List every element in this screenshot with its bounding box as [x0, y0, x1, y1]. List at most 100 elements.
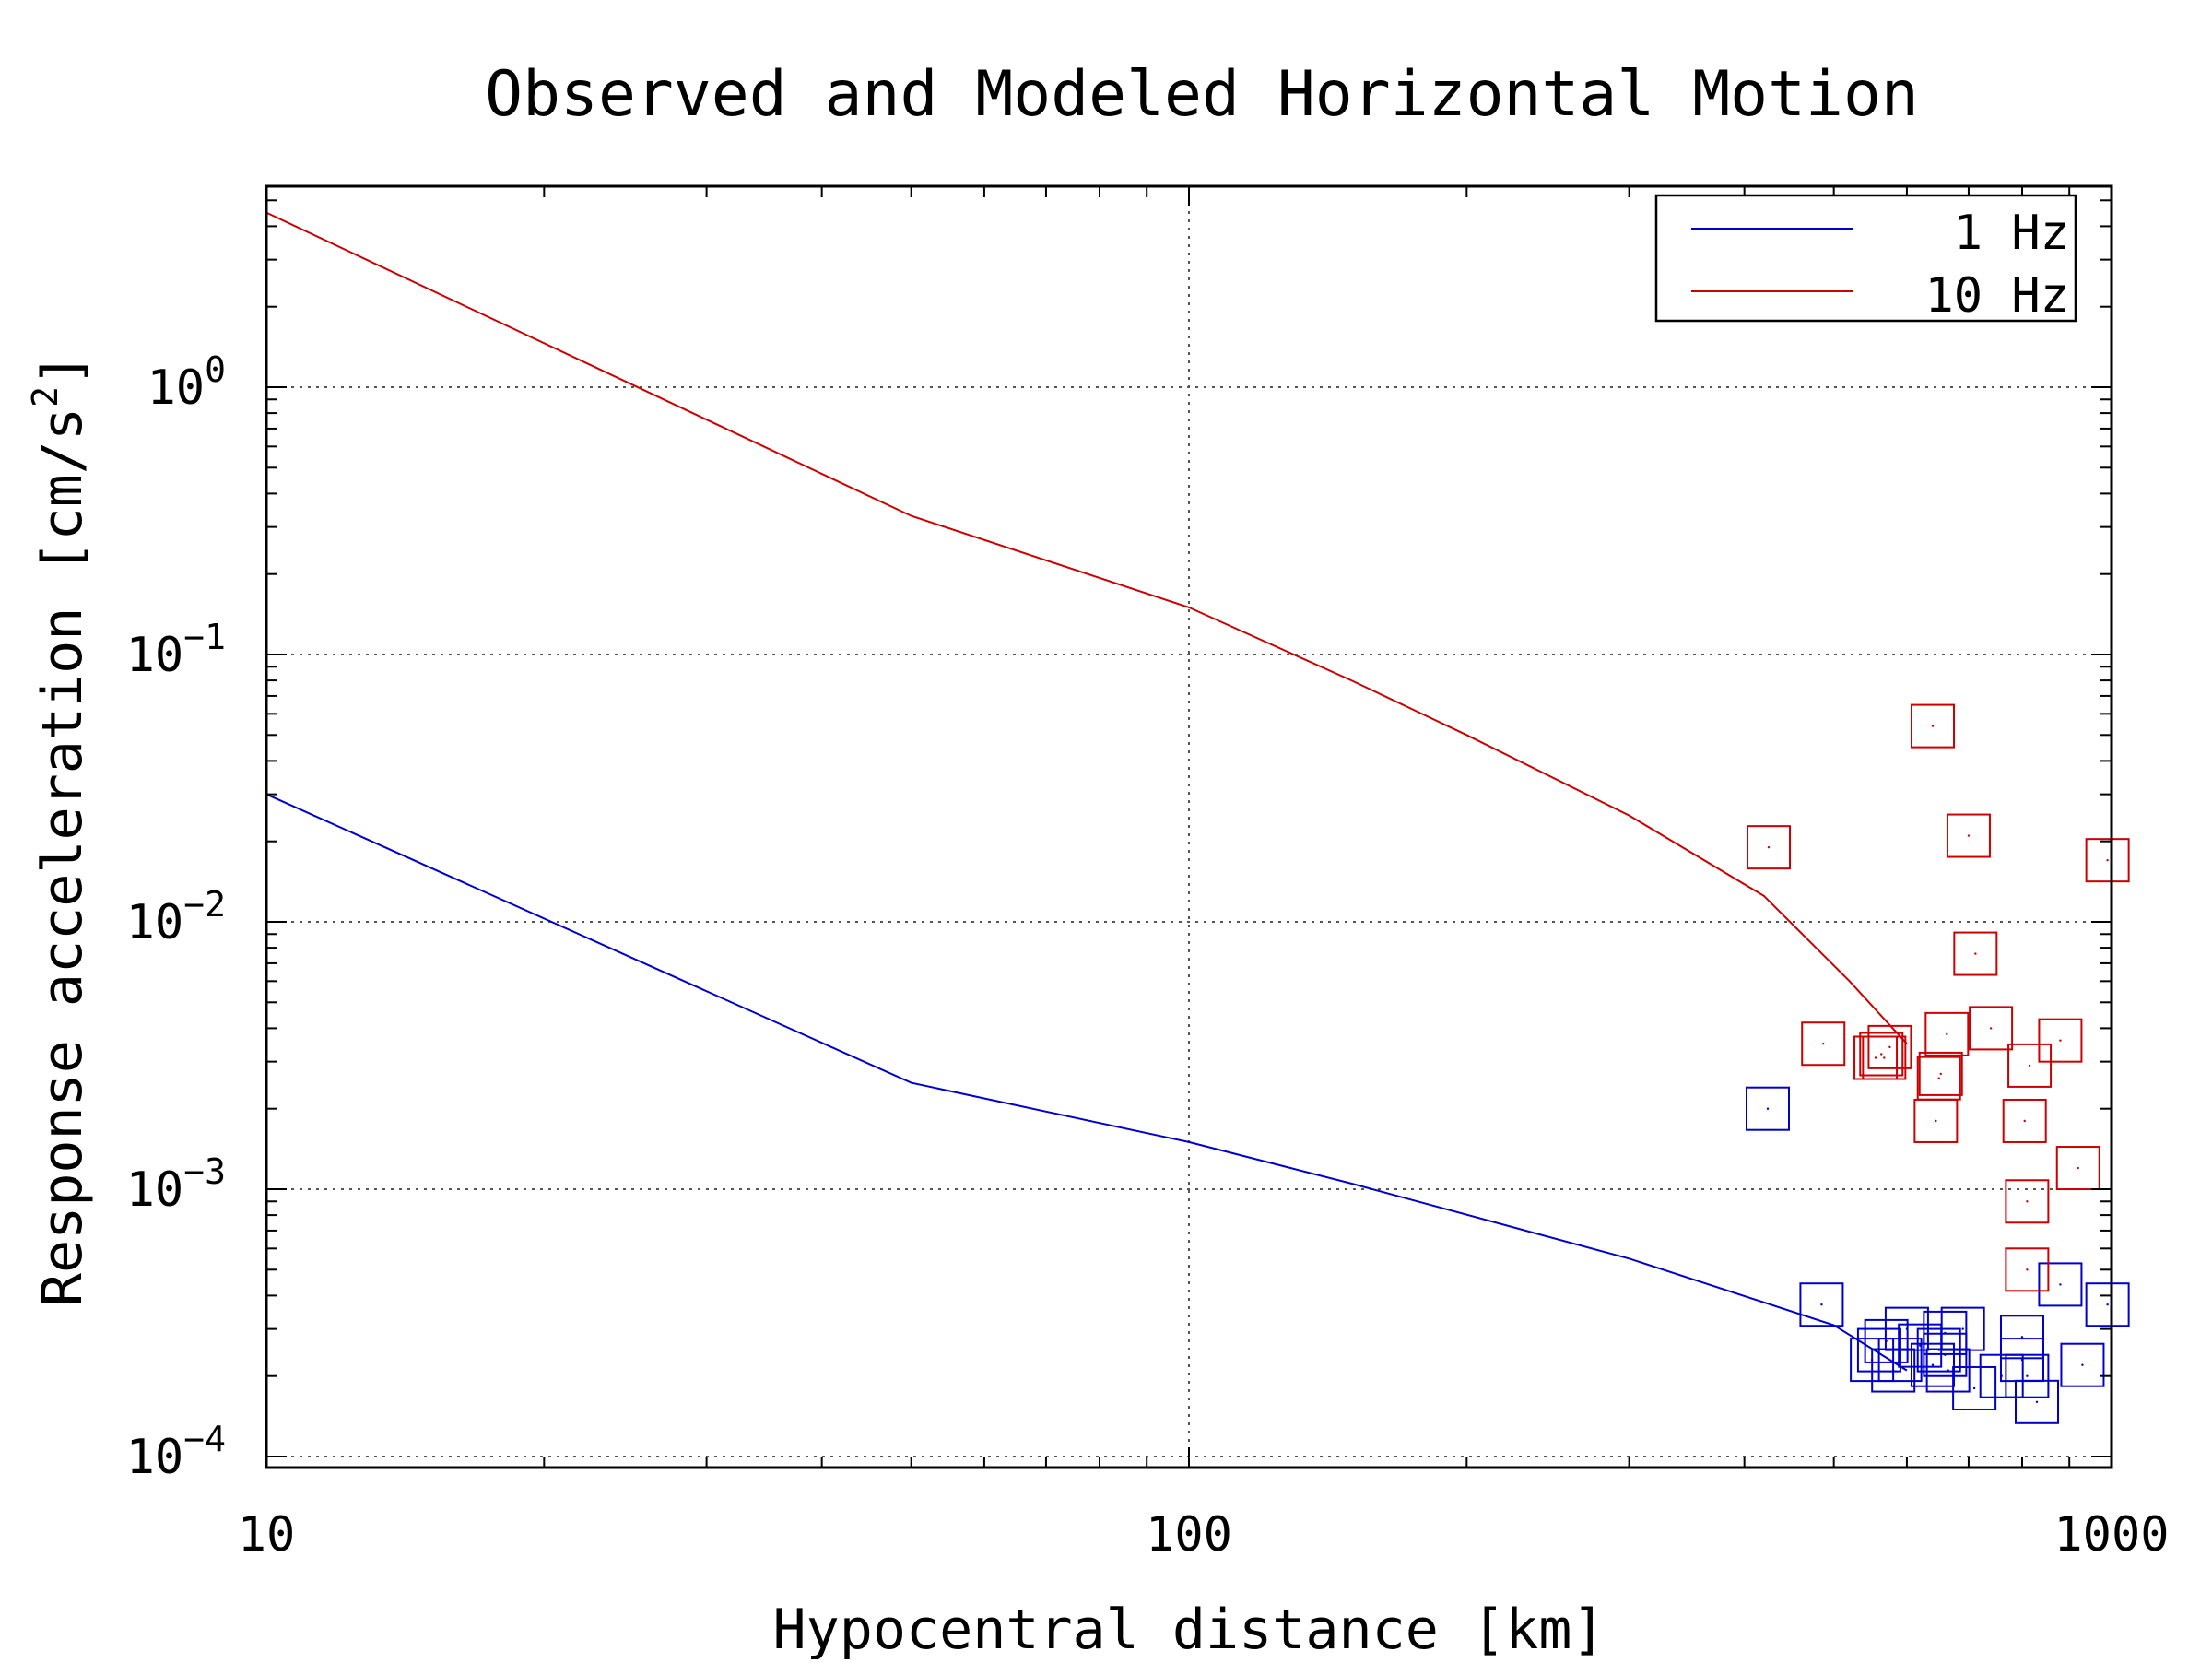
observed-point-1hz	[1799, 1282, 1844, 1327]
observed-point-center-1hz	[1820, 1303, 1823, 1306]
y-tick-exponent: 0	[205, 349, 226, 390]
observed-point-center-10hz	[2026, 1200, 2029, 1203]
observed-point-1hz	[1910, 1342, 1955, 1387]
observed-point-center-10hz	[1989, 1027, 1993, 1030]
observed-point-1hz	[2014, 1379, 2059, 1424]
observed-point-10hz	[1862, 1035, 1907, 1080]
y-axis-label-main: Response acceleration [cm/s	[30, 407, 95, 1306]
observed-point-center-1hz	[1961, 1327, 1964, 1330]
observed-point-center-10hz	[2026, 1268, 2029, 1271]
y-tick-base: 10	[147, 360, 205, 416]
observed-point-center-10hz	[1939, 1072, 1942, 1076]
x-tick-label: 100	[1146, 1507, 1232, 1563]
y-tick-label: 10−2	[126, 884, 226, 950]
observed-point-center-1hz	[1972, 1386, 1976, 1390]
observed-point-1hz	[1884, 1306, 1929, 1351]
observed-point-10hz	[1867, 1024, 1912, 1069]
observed-point-1hz	[2005, 1353, 2050, 1398]
observed-point-center-1hz	[2106, 1303, 2109, 1306]
observed-point-1hz	[1898, 1323, 1943, 1368]
observed-point-center-10hz	[1880, 1053, 1883, 1056]
observed-point-10hz	[1969, 1006, 2014, 1051]
observed-point-10hz	[1924, 1011, 1970, 1056]
legend-label-10hz: 10 Hz	[1924, 268, 2069, 324]
observed-point-center-1hz	[2026, 1374, 2029, 1377]
observed-point-center-1hz	[1918, 1344, 1922, 1347]
observed-point-1hz	[1999, 1315, 2044, 1360]
observed-point-center-10hz	[1935, 1119, 1937, 1123]
observed-point-center-1hz	[2020, 1336, 2024, 1339]
observed-point-1hz	[1952, 1365, 1997, 1410]
observed-point-center-1hz	[1870, 1358, 1874, 1362]
observed-point-center-10hz	[1822, 1043, 1825, 1045]
observed-point-10hz	[1918, 1051, 1963, 1096]
observed-point-1hz	[2085, 1282, 2130, 1327]
observed-point-1hz	[1745, 1086, 1790, 1131]
y-tick-label: 100	[147, 349, 226, 416]
chart-title: Observed and Modeled Horizontal Motion	[485, 58, 1919, 131]
observed-point-10hz	[1747, 825, 1792, 870]
x-axis-label: Hypocentral distance [km]	[772, 1598, 1605, 1659]
observed-point-1hz	[2038, 1262, 2083, 1307]
observed-markers	[1745, 703, 2130, 1424]
legend-label-1hz: 1 Hz	[1954, 206, 2069, 261]
y-axis-label-tail: ]	[30, 353, 95, 386]
observed-point-10hz	[2038, 1018, 2083, 1063]
observed-point-center-10hz	[2028, 1064, 2031, 1067]
legend: 1 Hz 10 Hz	[1654, 194, 2077, 324]
observed-point-10hz	[1910, 703, 1955, 749]
observed-point-10hz	[1801, 1021, 1846, 1067]
y-tick-base: 10	[126, 895, 184, 950]
observed-point-center-1hz	[1947, 1369, 1949, 1372]
observed-point-1hz	[1850, 1338, 1895, 1383]
observed-point-center-1hz	[1905, 1327, 1909, 1330]
y-tick-exponent: −4	[183, 1419, 226, 1459]
observed-point-center-10hz	[1874, 1056, 1877, 1059]
y-axis-label: Response acceleration [cm/s2]	[25, 353, 95, 1306]
y-tick-exponent: −2	[183, 884, 226, 925]
y-tick-label: 10−3	[126, 1151, 226, 1218]
observed-point-center-1hz	[1931, 1363, 1935, 1366]
observed-point-center-1hz	[1944, 1331, 1947, 1335]
x-tick-label: 1000	[2053, 1507, 2169, 1563]
y-tick-exponent: −1	[183, 617, 226, 657]
y-tick-label: 10−4	[126, 1419, 226, 1485]
observed-point-10hz	[1946, 813, 1991, 858]
observed-point-center-10hz	[1883, 1056, 1886, 1059]
observed-point-center-10hz	[1967, 834, 1971, 837]
observed-point-center-10hz	[1888, 1045, 1891, 1049]
observed-point-10hz	[2055, 1146, 2100, 1191]
y-tick-base: 10	[126, 1430, 184, 1485]
observed-point-center-1hz	[2020, 1358, 2024, 1362]
observed-point-10hz	[2085, 838, 2130, 883]
observed-point-10hz	[1916, 1056, 1961, 1101]
x-tick-label: 10	[238, 1507, 296, 1563]
observed-point-10hz	[1953, 931, 1998, 976]
observed-point-center-10hz	[2106, 858, 2109, 862]
observed-point-center-10hz	[1946, 1032, 1948, 1036]
observed-point-center-1hz	[2081, 1363, 2084, 1366]
observed-point-center-10hz	[2059, 1039, 2062, 1042]
legend-box	[1654, 194, 2077, 323]
observed-point-center-10hz	[1931, 725, 1935, 727]
observed-point-10hz	[2005, 1179, 2050, 1224]
model-line-10hz	[265, 211, 1908, 1044]
observed-point-10hz	[2002, 1098, 2047, 1143]
y-axis-label-sup: 2	[25, 386, 65, 407]
observed-point-1hz	[1923, 1310, 1968, 1355]
observed-point-1hz	[1877, 1338, 1923, 1383]
observed-point-center-10hz	[2023, 1119, 2026, 1123]
y-tick-base: 10	[126, 628, 184, 683]
observed-point-center-1hz	[2035, 1400, 2039, 1404]
observed-point-10hz	[2005, 1247, 2050, 1292]
observed-point-center-10hz	[1974, 952, 1977, 955]
y-tick-label: 10−1	[126, 617, 226, 683]
observed-point-1hz	[2060, 1342, 2105, 1387]
observed-point-10hz	[2007, 1043, 2053, 1088]
observed-point-center-10hz	[2077, 1166, 2079, 1170]
observed-point-center-10hz	[1937, 1077, 1940, 1079]
observed-point-center-1hz	[2059, 1283, 2062, 1286]
